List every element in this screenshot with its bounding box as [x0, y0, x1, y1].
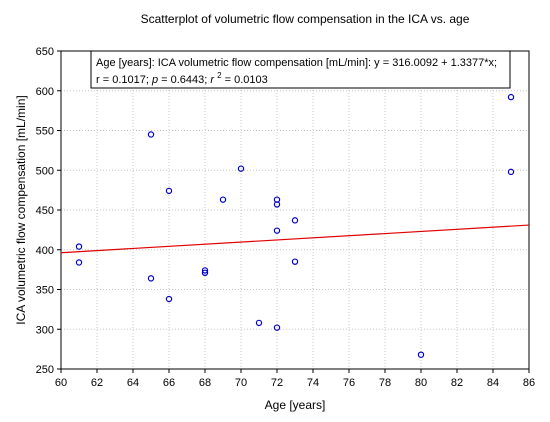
- x-tick-label: 78: [379, 377, 391, 389]
- data-point: [147, 275, 155, 282]
- x-tick-label: 70: [235, 377, 247, 389]
- legend-r: r = 0.1017;: [96, 74, 152, 86]
- legend-r2-exp: 2: [217, 71, 222, 80]
- y-axis: 250 300 350 400 450 500 550 600 650: [36, 46, 61, 376]
- data-point: [291, 258, 299, 265]
- legend-r2-label: r: [210, 74, 215, 86]
- gridlines: [61, 51, 529, 369]
- data-point: [255, 319, 263, 327]
- points-group: [75, 93, 515, 358]
- data-point: [291, 217, 299, 224]
- x-tick-label: 62: [91, 377, 103, 389]
- x-tick-label: 74: [307, 377, 319, 389]
- x-axis: 60 62 64 66 68 70 72 74 76 78 80 82 84 86: [55, 369, 535, 389]
- legend-r2-value: = 0.0103: [225, 74, 268, 86]
- y-tick-label: 400: [36, 245, 54, 257]
- plot-area: [60, 50, 530, 370]
- y-tick-label: 450: [36, 205, 54, 217]
- data-point: [219, 196, 227, 203]
- y-tick-label: 600: [36, 86, 54, 98]
- data-point: [201, 267, 209, 274]
- x-tick-label: 68: [199, 377, 211, 389]
- data-point: [165, 295, 173, 303]
- y-tick-label: 300: [36, 324, 54, 336]
- data-point: [237, 165, 245, 172]
- x-tick-label: 82: [451, 377, 463, 389]
- regression-line: [60, 224, 530, 254]
- x-tick-label: 86: [523, 377, 535, 389]
- x-tick-label: 76: [343, 377, 355, 389]
- chart-title: Scatterplot of volumetric flow compensat…: [141, 12, 470, 26]
- data-point: [75, 259, 83, 266]
- data-point: [417, 351, 425, 358]
- y-tick-label: 550: [36, 126, 54, 138]
- legend-box: Age [years]: ICA volumetric flow compens…: [90, 50, 511, 89]
- data-point: [273, 227, 281, 234]
- data-point: [75, 243, 83, 250]
- x-tick-label: 60: [55, 377, 67, 389]
- data-point: [273, 201, 281, 208]
- data-point: [165, 187, 173, 195]
- y-tick-label: 500: [36, 165, 54, 177]
- x-axis-label: Age [years]: [265, 398, 326, 412]
- x-tick-label: 84: [487, 377, 499, 389]
- x-tick-label: 80: [415, 377, 427, 389]
- legend-p-value: = 0.6443;: [161, 74, 210, 86]
- x-tick-label: 66: [163, 377, 175, 389]
- data-point: [507, 168, 515, 176]
- data-point: [507, 93, 515, 101]
- y-tick-label: 250: [36, 364, 54, 376]
- y-axis-label: ICA volumetric flow compensation [mL/min…: [14, 95, 28, 324]
- legend-stats: r = 0.1017; p = 0.6443; r 2 = 0.0103: [96, 69, 268, 86]
- data-point: [147, 131, 155, 138]
- y-tick-label: 350: [36, 285, 54, 297]
- x-tick-label: 72: [271, 377, 283, 389]
- data-point: [273, 324, 281, 331]
- regression-group: [60, 224, 530, 254]
- x-tick-label: 64: [127, 377, 139, 389]
- y-tick-label: 650: [36, 46, 54, 58]
- legend-frame: [90, 50, 511, 89]
- legend-equation: Age [years]: ICA volumetric flow compens…: [96, 57, 497, 69]
- legend-p-label: p: [151, 74, 158, 86]
- data-point: [201, 269, 209, 277]
